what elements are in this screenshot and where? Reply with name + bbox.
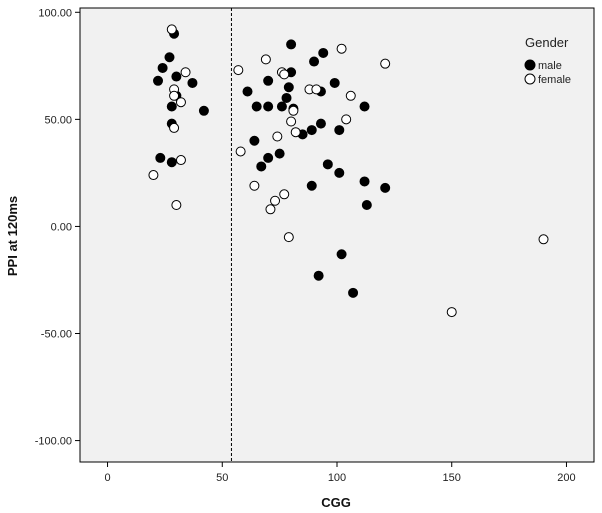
data-point-male [380,182,391,193]
data-point-female [446,307,457,318]
data-point-female [380,58,391,69]
data-point-male [166,101,177,112]
y-tick-label: -100.00 [35,436,72,448]
data-point-female [175,97,186,108]
data-points [148,24,549,318]
data-point-male [242,86,253,97]
data-point-male [164,52,175,63]
data-point-male [157,62,168,73]
data-point-male [187,77,198,88]
data-point-female [288,105,299,116]
data-point-female [265,204,276,215]
data-point-female [341,114,352,125]
data-point-female [169,90,180,101]
data-point-male [336,249,347,260]
legend-marker-male [524,59,536,71]
data-point-female [235,146,246,157]
y-tick-label: -50.00 [41,329,72,341]
data-point-male [359,101,370,112]
data-point-male [309,56,320,67]
legend-marker-female [524,73,536,85]
data-point-female [180,67,191,78]
data-point-male [155,152,166,163]
data-point-male [313,270,324,281]
data-point-male [359,176,370,187]
x-axis: 0 50 100 150 200 [104,462,576,484]
data-point-female [148,170,159,181]
data-point-female [166,24,177,35]
data-point-male [274,148,285,159]
x-tick-label: 150 [443,472,461,484]
legend-label-male: male [538,60,562,72]
data-point-male [166,157,177,168]
data-point-female [290,127,301,138]
y-tick-label: 50.00 [44,114,72,126]
data-point-male [276,101,287,112]
y-axis: -100.00 -50.00 0.00 50.00 100.00 [35,7,80,448]
data-point-male [281,92,292,103]
data-point-male [256,161,267,172]
data-point-male [322,159,333,170]
data-point-male [198,105,209,116]
data-point-female [286,116,297,127]
x-tick-label: 0 [104,472,110,484]
data-point-male [315,118,326,129]
data-point-female [345,90,356,101]
data-point-female [171,200,182,211]
data-point-female [283,232,294,243]
y-tick-label: 0.00 [51,221,72,233]
data-point-male [263,152,274,163]
x-tick-label: 50 [216,472,228,484]
data-point-female [272,131,283,142]
data-point-male [286,39,297,50]
data-point-female [175,155,186,166]
data-point-male [306,180,317,191]
data-point-female [279,69,290,80]
data-point-female [233,65,244,76]
data-point-male [251,101,262,112]
data-point-female [279,189,290,200]
data-point-male [334,125,345,136]
data-point-male [263,75,274,86]
data-point-male [171,71,182,82]
legend: Gender male female [524,35,571,86]
data-point-male [283,82,294,93]
legend-title: Gender [525,35,569,50]
data-point-male [249,135,260,146]
data-point-male [334,167,345,178]
data-point-female [270,195,281,206]
data-point-female [260,54,271,65]
data-point-male [361,200,372,211]
data-point-male [153,75,164,86]
data-point-female [538,234,549,245]
x-axis-title: CGG [321,495,351,510]
x-tick-label: 100 [328,472,346,484]
y-axis-title: PPI at 120ms [5,196,20,276]
data-point-male [329,77,340,88]
data-point-male [306,125,317,136]
data-point-male [318,47,329,58]
data-point-male [348,287,359,298]
legend-label-female: female [538,74,571,86]
x-tick-label: 200 [557,472,575,484]
data-point-male [263,101,274,112]
data-point-female [249,180,260,191]
data-point-female [336,43,347,54]
data-point-female [169,122,180,133]
data-point-female [311,84,322,95]
y-tick-label: 100.00 [38,7,72,19]
